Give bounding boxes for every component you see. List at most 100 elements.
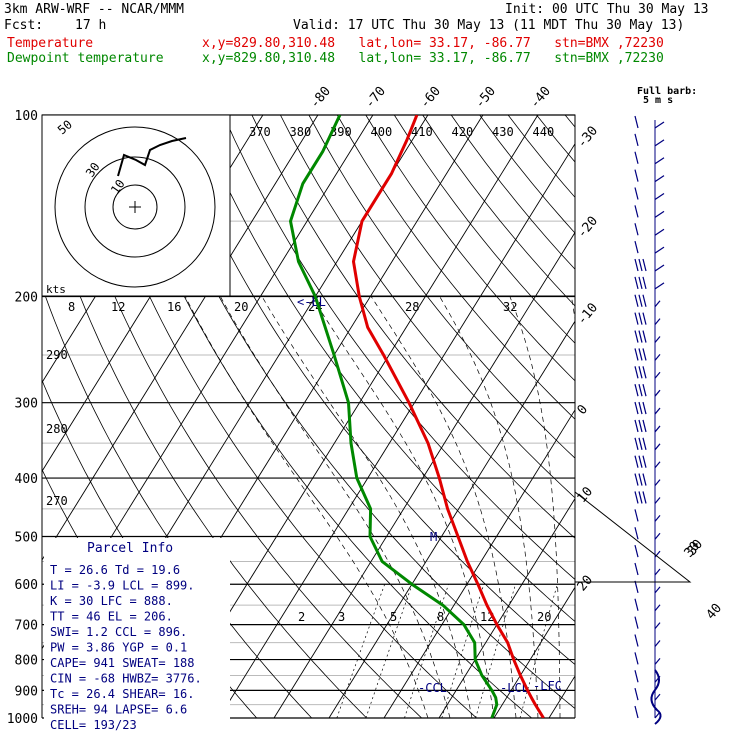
speed-label: 12 (111, 300, 125, 314)
isotherm-line (604, 115, 740, 718)
wind-barb (634, 348, 661, 361)
wind-barb (634, 151, 665, 165)
barb-flag (638, 437, 643, 450)
hodograph-label: 10 (108, 177, 128, 197)
barb-staff (654, 425, 661, 433)
parcel-row: PW = 3.86 YGP = 0.1 (50, 641, 187, 655)
isotherm-label: -80 (307, 84, 334, 112)
dry-adiabat (52, 115, 422, 718)
hodograph-label: 30 (83, 160, 103, 180)
barb-flag (642, 419, 647, 433)
dry-adiabat (80, 115, 477, 718)
theta-label: 280 (46, 422, 68, 436)
isotherm-line (548, 675, 575, 718)
hodograph-trace (117, 137, 187, 177)
barb-flag (634, 509, 639, 522)
barb-flag (634, 205, 639, 218)
wind-barb (634, 384, 661, 397)
barb-flag (634, 169, 639, 182)
pressure-tick-label: 600 (15, 578, 38, 593)
wind-barb (634, 241, 665, 254)
wind-barb (634, 223, 665, 236)
barb-staff (654, 282, 665, 290)
wind-barb (634, 419, 661, 433)
barb-flag (638, 294, 643, 307)
barb-flag (634, 652, 639, 665)
barb-staff (654, 264, 665, 272)
parcel-title: Parcel Info (87, 541, 173, 556)
barb-staff (654, 246, 665, 254)
theta-e-label: 420 (452, 125, 474, 139)
barb-flag (634, 223, 639, 236)
wind-barb (634, 598, 661, 612)
barb-flag (634, 616, 639, 629)
barb-flag (638, 455, 643, 468)
mixing-ratio-line (519, 584, 558, 718)
dry-adiabat (393, 115, 575, 344)
marker-label: <-EL (297, 295, 326, 309)
wind-barb (634, 437, 661, 451)
barb-flag (634, 330, 639, 343)
pressure-tick-label: 1000 (7, 712, 38, 727)
theta-label: 290 (46, 348, 68, 362)
barb-staff (654, 228, 665, 236)
barb-flag (634, 312, 639, 325)
parcel-row: TT = 46 EL = 206. (50, 610, 173, 624)
speed-label: 16 (167, 300, 181, 314)
marker-label: -CCL (418, 681, 447, 695)
dry-adiabat (223, 115, 575, 580)
barb-flag (638, 401, 643, 415)
barb-staff (654, 479, 661, 486)
barb-staff (654, 318, 661, 326)
legend-temperature: Temperature (7, 36, 94, 51)
dry-adiabat (479, 115, 575, 234)
wind-barb (634, 455, 661, 469)
dry-adiabat (422, 115, 575, 307)
pressure-tick-label: 200 (15, 291, 38, 306)
wind-barb (634, 258, 665, 272)
wind-barb (634, 509, 661, 522)
barb-flag (638, 366, 643, 379)
isotherm-label: -10 (575, 300, 602, 328)
wind-barb (634, 473, 661, 486)
temperature-profile (352, 115, 545, 718)
isotherm-label: -70 (362, 84, 389, 112)
barb-staff (654, 604, 661, 612)
theta-e-label: 390 (330, 125, 352, 139)
barb-staff (654, 550, 661, 558)
dry-adiabat (622, 115, 740, 718)
barb-staff (654, 568, 661, 576)
pressure-tick-label: 300 (15, 397, 38, 412)
barb-staff (654, 389, 661, 397)
hodograph-ring (84, 156, 186, 258)
location-dew: x,y=829.80,310.48 lat,lon= 33.17, -86.77… (202, 51, 664, 66)
barb-flag (638, 330, 643, 343)
speed-label: 28 (405, 300, 419, 314)
theta-e-label: 400 (371, 125, 393, 139)
isotherm-label: -60 (417, 84, 444, 112)
barb-staff (654, 461, 661, 469)
barb-flag (638, 348, 643, 361)
wind-barb (634, 169, 665, 183)
barb-flag (634, 151, 639, 164)
barb-staff (654, 336, 661, 343)
parcel-row: SWI= 1.2 CCL = 896. (50, 625, 187, 639)
barb-flag (642, 276, 647, 290)
pressure-tick-label: 900 (15, 684, 38, 699)
wind-barb (634, 133, 665, 147)
wind-barb (634, 652, 661, 665)
barb-staff (654, 121, 665, 129)
barb-staff (654, 514, 661, 522)
barb-flag (634, 491, 639, 504)
speed-box (229, 114, 576, 297)
barb-flag (634, 580, 639, 593)
hodograph-inset (41, 114, 231, 297)
barb-flag (642, 455, 647, 468)
barb-flag (634, 401, 639, 415)
barb-flag (642, 294, 647, 307)
barb-speed-label: 40 (704, 601, 726, 623)
barb-note: Full barb: (637, 86, 697, 97)
wind-barb (634, 330, 661, 343)
parcel-row: CIN = -68 HWBZ= 3776. (50, 672, 202, 686)
